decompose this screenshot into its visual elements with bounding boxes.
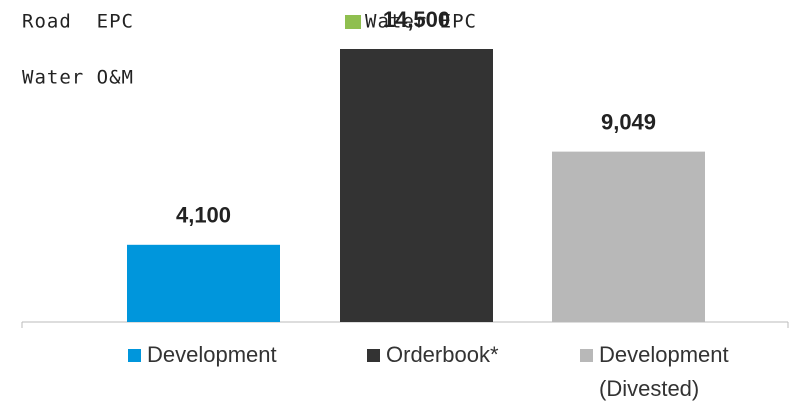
bar <box>552 151 705 322</box>
legend-item: Development <box>128 338 337 372</box>
legend-swatch <box>128 349 141 362</box>
bar <box>340 49 493 322</box>
data-label: 14,500 <box>383 7 450 32</box>
data-label: 9,049 <box>601 109 656 134</box>
legend-item: Orderbook* <box>367 338 576 372</box>
data-label: 4,100 <box>176 203 231 228</box>
legend-label: Development (Divested) <box>599 342 729 401</box>
annotation: Road EPC <box>22 11 134 33</box>
legend-item: Development (Divested) <box>580 338 789 404</box>
legend-swatch <box>580 349 593 362</box>
annotation: Water EPC <box>365 11 477 33</box>
legend-swatch <box>367 349 380 362</box>
legend-label: Orderbook* <box>386 342 499 367</box>
bar <box>127 244 280 322</box>
legend-label: Development <box>147 342 277 367</box>
annotation: Water O&M <box>22 67 134 89</box>
legend-swatch <box>345 15 361 29</box>
